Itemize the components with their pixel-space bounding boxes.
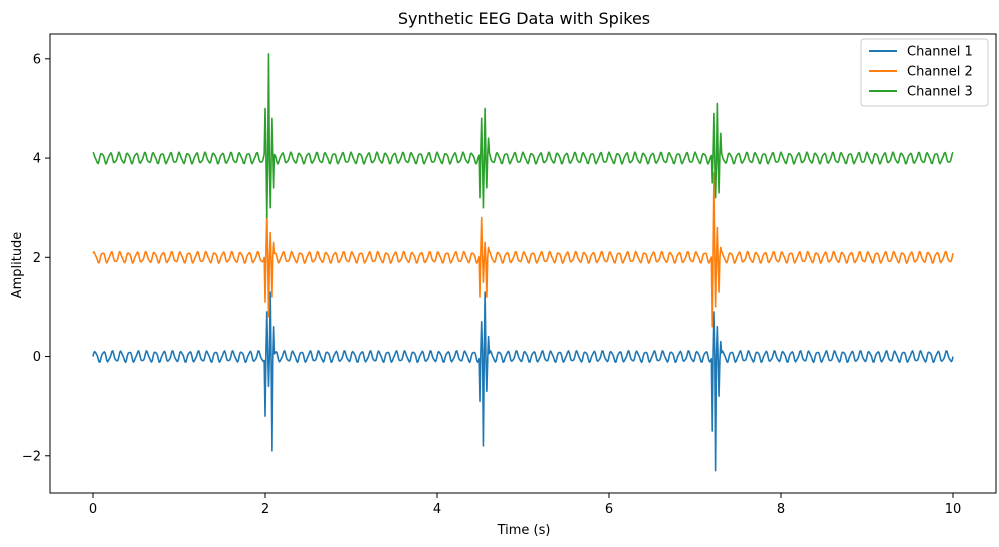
axes-frame	[49, 33, 997, 494]
legend-label: Channel 1	[907, 45, 973, 60]
legend-box	[860, 38, 989, 107]
x-tick-label: 10	[945, 502, 962, 517]
x-tick-label: 6	[605, 502, 613, 517]
y-axis-label: Amplitude	[10, 232, 25, 299]
y-axis-ticks: −2 0 2 4 6	[22, 52, 50, 464]
legend: Channel 1 Channel 2 Channel 3	[860, 38, 989, 107]
x-axis-label: Time (s)	[497, 523, 551, 538]
y-tick-label: −2	[22, 449, 41, 464]
x-tick-label: 4	[433, 502, 441, 517]
chart-title: Synthetic EEG Data with Spikes	[398, 9, 650, 28]
y-tick-label: 4	[33, 152, 41, 167]
y-tick-label: 6	[33, 52, 41, 67]
series-line-channel-1	[92, 291, 954, 472]
y-tick-label: 0	[33, 350, 41, 365]
x-axis-ticks: 0 2 4 6 8 10	[89, 493, 961, 517]
legend-label: Channel 3	[907, 85, 973, 100]
series-line-channel-2	[92, 172, 954, 328]
legend-label: Channel 2	[907, 65, 973, 80]
plot-lines	[92, 53, 954, 472]
x-tick-label: 0	[89, 502, 97, 517]
x-tick-label: 8	[777, 502, 785, 517]
x-tick-label: 2	[261, 502, 269, 517]
series-line-channel-3	[92, 53, 954, 219]
y-tick-label: 2	[33, 251, 41, 266]
